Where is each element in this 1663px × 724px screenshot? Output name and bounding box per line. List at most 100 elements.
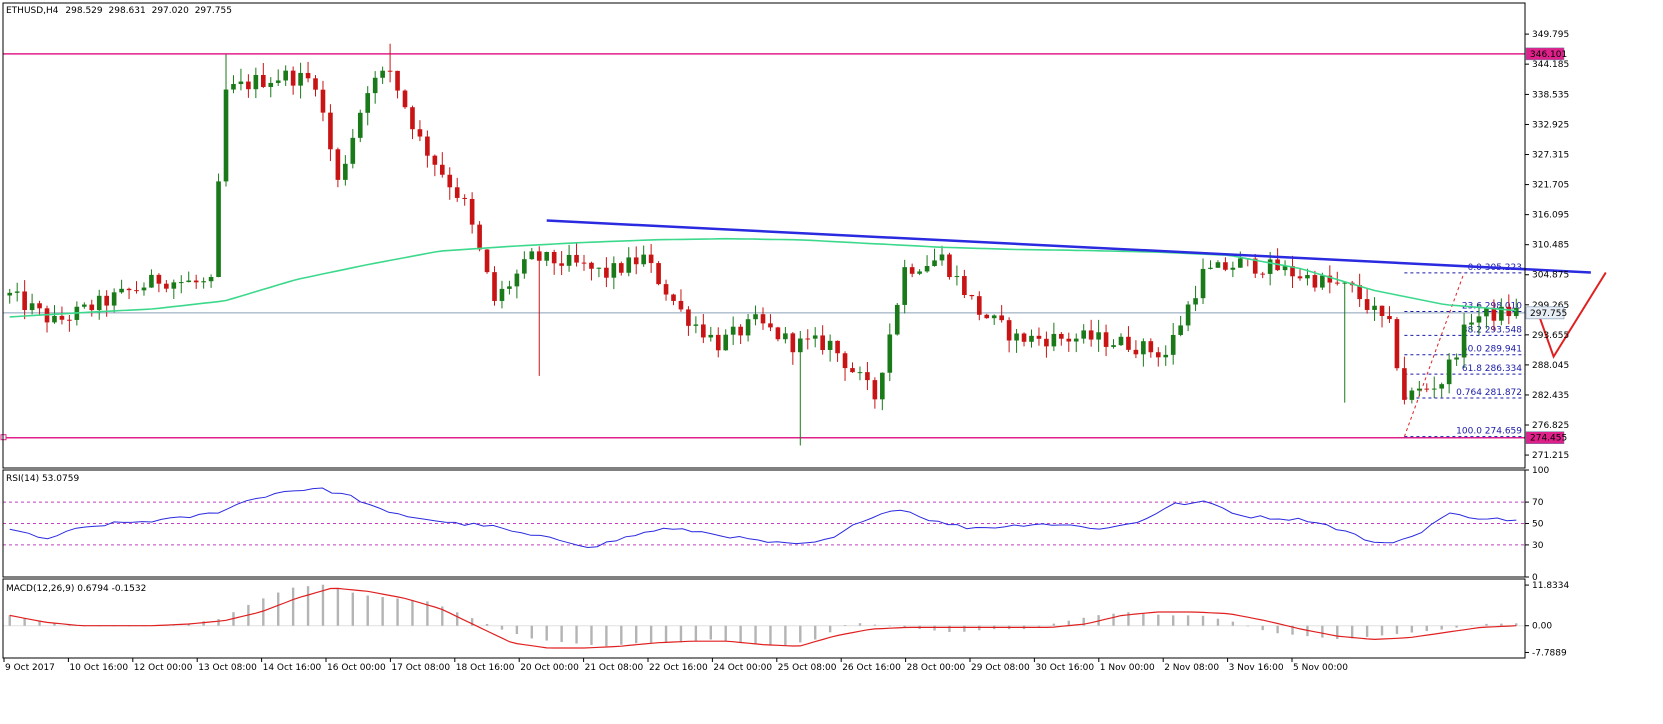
candle-body — [559, 263, 564, 266]
candle-body — [328, 112, 333, 150]
candle-body — [544, 251, 550, 261]
candle-body — [1417, 388, 1422, 391]
candle-body — [350, 137, 356, 164]
macd-histogram-bar — [1515, 623, 1518, 626]
candle-body — [1260, 273, 1266, 275]
candle-body — [111, 292, 117, 306]
fib-anchor-line[interactable] — [1403, 272, 1465, 437]
projected-move-line[interactable] — [1537, 271, 1607, 359]
ohlc-open: 298.529 — [65, 6, 102, 16]
candle-body — [208, 276, 214, 282]
fib-level-label: 61.8 286.334 — [1462, 364, 1522, 374]
time-axis: 9 Oct 2017 10 Oct 16:00 12 Oct 00:00 13 Oct… — [3, 658, 1348, 673]
price-tick-label: 321.705 — [1532, 181, 1569, 191]
macd-histogram-bar — [306, 586, 310, 626]
macd-histogram-bar — [739, 625, 742, 643]
candle-body — [723, 334, 729, 351]
candle-body — [514, 273, 520, 287]
candle-body — [1178, 325, 1183, 335]
candle-body — [1431, 388, 1437, 390]
candle-body — [894, 304, 900, 335]
rsi-tick-label: 0 — [1532, 573, 1538, 583]
candle-body — [663, 284, 669, 295]
candle-body — [976, 296, 982, 315]
candle-body — [574, 254, 579, 263]
macd-histogram-bar — [1500, 623, 1503, 626]
candle-body — [469, 198, 475, 225]
price-tick-label: 338.535 — [1532, 90, 1569, 100]
descending-trendline[interactable] — [546, 219, 1591, 274]
macd-histogram-bar — [1350, 625, 1354, 639]
macd-pane[interactable]: 11.8334 0.00 -7.7889 MACD(12,26,9) 0.6794 … — [2, 578, 1569, 659]
candle-body — [1021, 333, 1027, 342]
macd-histogram-bar — [1440, 625, 1443, 630]
candle-body — [126, 288, 132, 291]
macd-tick-label: 0.00 — [1532, 622, 1552, 632]
candle-body — [149, 274, 154, 288]
candle-body — [1163, 354, 1169, 358]
macd-histogram-bar — [769, 625, 772, 646]
time-tick-label: 28 Oct 00:00 — [907, 663, 966, 673]
candle-body — [1088, 330, 1094, 340]
candle-body — [954, 276, 960, 278]
candle-body — [1387, 315, 1392, 320]
macd-tick-label: 11.8334 — [1532, 581, 1569, 591]
time-tick-label: 21 Oct 08:00 — [585, 663, 644, 673]
macd-signal-line — [9, 587, 1517, 649]
candle-body — [507, 286, 512, 289]
candle-body — [1223, 262, 1228, 270]
candle-body — [1170, 334, 1176, 355]
price-tick-label: 276.825 — [1532, 421, 1569, 431]
macd-histogram-bar — [1380, 625, 1384, 636]
candle-body — [1208, 267, 1213, 269]
candle-body — [604, 267, 609, 278]
candle-body — [260, 75, 266, 87]
candle-body — [1424, 388, 1430, 390]
moving-average-line — [9, 237, 1517, 318]
candle-body — [633, 257, 639, 265]
candle-body — [656, 263, 661, 285]
macd-histogram-bar — [1291, 625, 1294, 635]
candle-body — [775, 327, 781, 340]
rsi-tick-label: 30 — [1532, 541, 1544, 551]
macd-histogram-bar — [620, 625, 623, 645]
candle-body — [842, 353, 848, 369]
candle-body — [1141, 341, 1146, 355]
candle-body — [738, 326, 743, 336]
price-axis: 349.795 344.185 338.535 332.925 327.315 321.7… — [1525, 30, 1569, 461]
macd-histogram-bar — [1485, 623, 1488, 626]
macd-histogram-bar — [709, 625, 712, 640]
macd-histogram-bar — [530, 625, 533, 639]
rsi-tick-label: 100 — [1532, 466, 1549, 476]
macd-histogram-bar — [1425, 625, 1428, 632]
fib-level-label: 0.764 281.872 — [1456, 388, 1522, 398]
support-price-tag — [1525, 431, 1565, 444]
candle-body — [835, 340, 840, 354]
macd-axis: 11.8334 0.00 -7.7889 — [1525, 581, 1569, 658]
macd-histogram-bar — [321, 584, 325, 626]
candle-body — [320, 89, 326, 113]
candle-body — [693, 324, 699, 326]
candle-body — [432, 155, 438, 165]
candle-body — [499, 288, 505, 301]
candle-body — [909, 267, 915, 274]
price-tick-label: 332.925 — [1532, 120, 1569, 130]
macd-histogram-bar — [1231, 621, 1235, 626]
candle-body — [104, 295, 109, 306]
price-tick-label: 288.045 — [1532, 361, 1569, 371]
candle-body — [1513, 308, 1519, 317]
candle-body — [59, 315, 65, 320]
rsi-pane-border — [2, 469, 1526, 578]
macd-histogram-bar — [1455, 625, 1458, 628]
rsi-pane[interactable]: 100 70 50 30 0 RSI(14) 53.0759 — [2, 466, 1549, 583]
time-tick-label: 10 Oct 16:00 — [69, 663, 128, 673]
candle-body — [1148, 341, 1154, 353]
candle-body — [1282, 266, 1288, 271]
candle-body — [812, 335, 818, 339]
candle-body — [1118, 336, 1124, 346]
candle-body — [984, 314, 990, 319]
candle-body — [999, 315, 1004, 321]
